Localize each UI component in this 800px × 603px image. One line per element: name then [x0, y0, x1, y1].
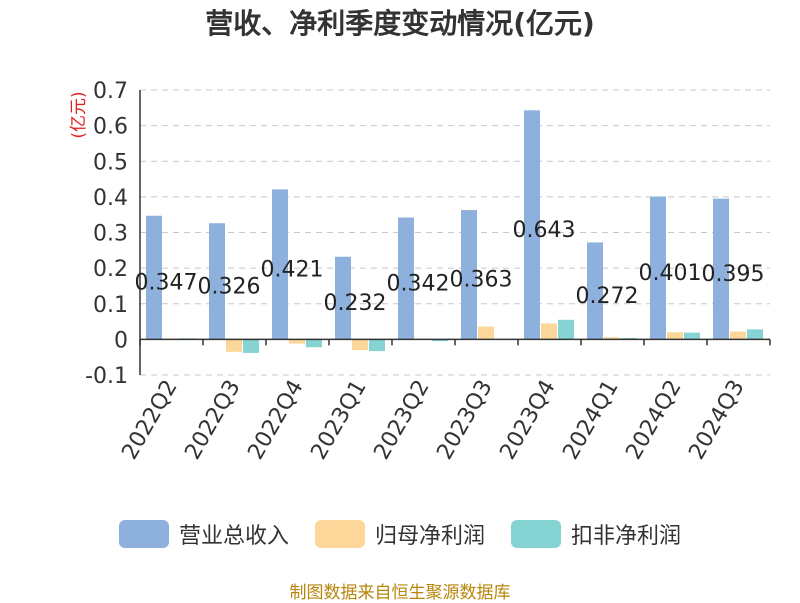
data-label: 0.421 — [261, 257, 324, 282]
data-label: 0.272 — [576, 284, 639, 309]
y-tick-label: 0.3 — [93, 222, 128, 247]
bar — [650, 196, 666, 340]
data-label: 0.342 — [387, 271, 450, 296]
x-tick-label: 2024Q3 — [684, 376, 749, 464]
legend-label-revenue: 营业总收入 — [178, 524, 289, 549]
bar — [541, 323, 557, 340]
y-tick-label: 0.7 — [93, 79, 128, 104]
data-label: 0.395 — [702, 262, 765, 287]
legend-swatch-net-profit — [314, 520, 365, 548]
x-tick-label: 2023Q2 — [369, 376, 434, 464]
y-tick-label: -0.1 — [85, 364, 128, 389]
bar — [289, 339, 305, 344]
x-tick-label: 2023Q4 — [495, 376, 560, 464]
x-tick-label: 2022Q4 — [243, 376, 308, 464]
bar — [558, 319, 574, 340]
data-label: 0.363 — [450, 268, 513, 293]
bar — [243, 339, 259, 353]
bar — [730, 331, 746, 340]
data-label: 0.232 — [324, 291, 387, 316]
y-tick-label: 0.4 — [93, 186, 128, 211]
x-tick-label: 2024Q2 — [621, 376, 686, 464]
y-tick-label: 0.5 — [93, 150, 128, 175]
legend-label-net-profit: 归母净利润 — [374, 524, 485, 549]
bar — [226, 339, 242, 352]
bar — [684, 332, 700, 340]
bar — [604, 337, 620, 340]
y-tick-label: 0 — [114, 328, 128, 353]
x-tick-label: 2023Q1 — [306, 376, 371, 464]
chart-title: 营收、净利季度变动情况(亿元) — [205, 7, 595, 40]
bar — [478, 326, 494, 340]
bar — [587, 242, 603, 340]
data-label: 0.326 — [198, 274, 261, 299]
bar — [432, 339, 448, 342]
legend-swatch-deducted-profit — [511, 520, 561, 548]
legend-label-deducted-profit: 扣非净利润 — [571, 524, 682, 549]
x-tick-label: 2024Q1 — [558, 376, 623, 464]
bar — [461, 210, 477, 340]
x-tick-label: 2023Q3 — [432, 376, 497, 464]
y-axis-label: (亿元) — [69, 91, 89, 138]
data-label: 0.347 — [135, 271, 198, 296]
bar — [209, 223, 225, 340]
legend-item-deducted-profit[interactable]: 扣非净利润 — [511, 518, 681, 550]
data-source-note: 制图数据来自恒生聚源数据库 — [289, 583, 511, 603]
x-tick-label: 2022Q2 — [117, 376, 182, 464]
bar — [667, 332, 683, 340]
bar — [524, 110, 540, 340]
legend-item-net-profit[interactable]: 归母净利润 — [314, 518, 485, 550]
x-tick-label: 2022Q3 — [180, 376, 245, 464]
legend-item-revenue[interactable]: 营业总收入 — [118, 518, 289, 550]
bar — [306, 339, 322, 348]
bar — [713, 198, 729, 340]
y-tick-label: 0.2 — [93, 257, 128, 282]
y-tick-label: 0.1 — [93, 293, 128, 318]
bar — [398, 217, 414, 340]
bar — [272, 189, 288, 340]
y-tick-label: 0.6 — [93, 115, 128, 140]
legend: 营业总收入 归母净利润 扣非净利润 — [0, 518, 800, 550]
bar — [146, 215, 162, 340]
bar — [747, 329, 763, 340]
bar — [352, 339, 368, 351]
data-label: 0.401 — [639, 261, 702, 286]
data-label: 0.643 — [513, 218, 576, 243]
bar — [369, 339, 385, 352]
bar — [335, 256, 351, 340]
legend-swatch-revenue — [118, 520, 169, 548]
